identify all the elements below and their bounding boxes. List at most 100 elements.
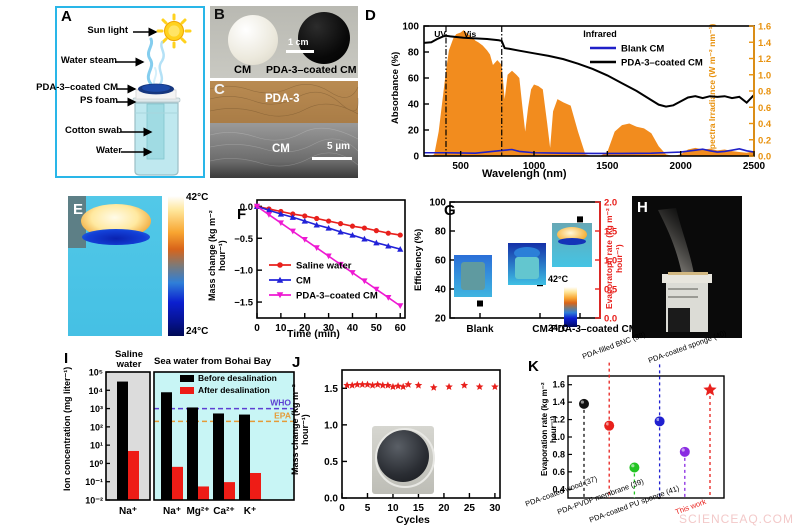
- panel-e: E: [68, 196, 162, 336]
- panel-b-pda-caption: PDA-3–coated CM: [266, 64, 357, 76]
- svg-text:15: 15: [413, 503, 425, 514]
- svg-text:10²: 10²: [90, 422, 103, 432]
- panel-j-inset-photo: [372, 426, 435, 494]
- panel-b-scalebar: [286, 50, 314, 53]
- panel-c-cm-caption: CM: [272, 143, 290, 155]
- steam-graphic: [146, 37, 165, 89]
- panel-a-annotation-ps-foam: PS foam: [79, 95, 118, 106]
- svg-text:−0.5: −0.5: [234, 234, 253, 245]
- panel-e-colorbar: [168, 196, 184, 336]
- svg-text:10: 10: [275, 323, 287, 334]
- panel-j-label: J: [292, 354, 301, 371]
- svg-text:20: 20: [435, 314, 447, 325]
- panel-g-label: G: [444, 202, 456, 219]
- svg-text:0.0: 0.0: [604, 314, 617, 325]
- panel-k: K Evaporation rate (kg m⁻² hour⁻¹) 0.4 0.…: [516, 328, 800, 530]
- panel-b: B 1 cm CM PDA-3–coated CM: [210, 6, 358, 78]
- svg-text:2500: 2500: [743, 161, 766, 172]
- svg-text:0: 0: [339, 503, 345, 514]
- svg-text:80: 80: [435, 227, 447, 238]
- panel-d: D Absorbance (%) Spectra Irradiance (W m…: [362, 4, 800, 184]
- panel-e-label: E: [73, 201, 84, 218]
- svg-text:0.6: 0.6: [758, 103, 771, 114]
- svg-text:50: 50: [371, 323, 383, 334]
- svg-text:1.2: 1.2: [758, 54, 771, 65]
- svg-text:25: 25: [464, 503, 476, 514]
- svg-text:Na⁺: Na⁺: [163, 506, 181, 517]
- svg-text:Before desalination: Before desalination: [198, 373, 277, 383]
- svg-text:Blank CM: Blank CM: [621, 44, 664, 55]
- svg-text:0.8: 0.8: [552, 449, 565, 459]
- panel-a: A: [36, 6, 205, 178]
- panel-c-scalebar: [312, 157, 352, 160]
- svg-text:1.5: 1.5: [604, 227, 618, 238]
- panel-e-scale-min: 24°C: [186, 326, 209, 337]
- svg-text:Vis: Vis: [464, 29, 477, 39]
- panel-i-label: I: [64, 350, 69, 367]
- svg-text:10: 10: [387, 503, 399, 514]
- cm-disk-photo: [228, 15, 278, 65]
- panel-a-label: A: [61, 8, 72, 25]
- svg-text:0.0: 0.0: [758, 152, 771, 163]
- svg-text:0: 0: [254, 323, 260, 334]
- svg-text:WHO: WHO: [270, 398, 291, 408]
- svg-text:60: 60: [435, 256, 447, 267]
- svg-text:0.8: 0.8: [758, 87, 771, 98]
- panel-k-label: K: [528, 358, 539, 375]
- svg-text:100: 100: [429, 198, 446, 209]
- svg-text:1.0: 1.0: [758, 70, 771, 81]
- svg-text:0.0: 0.0: [240, 202, 253, 213]
- panel-c: C PDA-3 CM 5 µm: [209, 81, 359, 178]
- panel-a-annotation-sunlight: Sun light: [87, 25, 128, 36]
- svg-text:0.4: 0.4: [552, 484, 565, 494]
- panel-g-colorscale: [564, 287, 577, 327]
- panel-c-scalebar-label: 5 µm: [327, 141, 350, 152]
- svg-text:1.0: 1.0: [604, 256, 617, 267]
- svg-text:40: 40: [347, 323, 359, 334]
- svg-text:1.6: 1.6: [758, 22, 771, 33]
- svg-text:1.4: 1.4: [758, 38, 772, 49]
- panel-e-scale-max: 42°C: [186, 192, 209, 203]
- panel-b-cm-caption: CM: [234, 64, 252, 76]
- svg-text:2000: 2000: [670, 161, 693, 172]
- svg-text:Na⁺: Na⁺: [119, 506, 137, 517]
- svg-text:0.0: 0.0: [324, 494, 338, 505]
- svg-text:10⁴: 10⁴: [89, 386, 103, 396]
- svg-text:10⁻¹: 10⁻¹: [85, 477, 103, 487]
- panel-g-inset-cm: [508, 243, 546, 285]
- panel-h-label: H: [637, 199, 648, 216]
- svg-text:1.0: 1.0: [324, 420, 338, 431]
- panel-a-annotation-steam: Water steam: [60, 55, 117, 66]
- panel-g-inset-pda: [552, 223, 592, 267]
- svg-text:Infrared: Infrared: [583, 29, 617, 39]
- svg-text:0.5: 0.5: [324, 457, 338, 468]
- svg-text:CM: CM: [296, 276, 311, 287]
- panel-i: I Ion concentration (mg liter⁻¹) Saline …: [62, 348, 312, 530]
- svg-text:5: 5: [365, 503, 371, 514]
- panel-h: H: [632, 196, 742, 338]
- svg-text:1000: 1000: [523, 161, 546, 172]
- panel-i-group-title-seawater: Sea water from Bohai Bay: [154, 356, 272, 367]
- svg-text:−1.5: −1.5: [234, 298, 253, 309]
- beaker-graphic: [132, 83, 181, 176]
- panel-b-scalebar-label: 1 cm: [288, 37, 309, 47]
- panel-j-xlabel: Cycles: [396, 514, 430, 526]
- panel-b-label: B: [214, 6, 225, 23]
- svg-text:After desalination: After desalination: [198, 385, 270, 395]
- svg-text:Saline water: Saline water: [296, 261, 352, 272]
- panel-g: G Efficiency (%) Evaporatopn rate (kg m⁻…: [412, 190, 637, 342]
- svg-text:10⁰: 10⁰: [89, 459, 103, 469]
- svg-text:0.2: 0.2: [758, 135, 771, 146]
- svg-text:30: 30: [489, 503, 501, 514]
- panel-g-inset-blank: [454, 255, 492, 297]
- svg-text:1500: 1500: [596, 161, 619, 172]
- svg-text:CM: CM: [532, 324, 548, 335]
- svg-text:1.6: 1.6: [552, 380, 565, 390]
- svg-text:100: 100: [402, 22, 419, 33]
- panel-d-xlabel: Wavelengh (nm): [482, 168, 567, 180]
- svg-text:Mg²⁺: Mg²⁺: [186, 506, 209, 517]
- panel-e-colorscale: [168, 196, 184, 336]
- panel-f-label: F: [237, 206, 247, 223]
- svg-text:−1.0: −1.0: [234, 266, 253, 277]
